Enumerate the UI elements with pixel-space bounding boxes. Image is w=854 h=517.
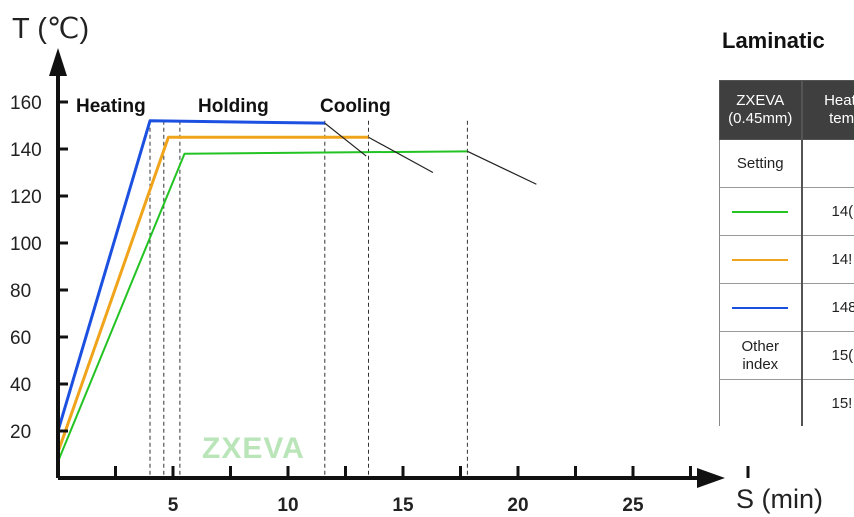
cooling-line	[324, 122, 367, 157]
x-tick-label: 15	[392, 495, 414, 516]
dashed-guide-lines	[149, 120, 468, 476]
tick-marks: 20 40 60 80 100 120 140 160 5 10 15 20 25	[10, 93, 750, 516]
phase-label-cooling: Cooling	[320, 96, 391, 117]
y-tick-label: 120	[10, 187, 42, 208]
y-tick-label: 80	[10, 281, 31, 302]
header-heating-temp: Heatin temp	[800, 80, 854, 140]
row-label: Setting	[719, 139, 802, 188]
row-label: Other index	[719, 331, 802, 380]
x-axis-title: S (min)	[736, 484, 823, 514]
legend-swatch-cell	[719, 283, 802, 332]
header-material: ZXEVA (0.45mm)	[719, 80, 802, 140]
x-tick-label: 20	[507, 495, 528, 516]
row-label	[719, 379, 802, 426]
heating-temp-value: 14!	[800, 235, 854, 284]
heating-temp-value: 15!	[800, 379, 854, 426]
legend-swatch	[732, 258, 789, 261]
x-tick-label: 5	[168, 495, 179, 516]
table-row: 14!	[719, 235, 854, 284]
table-title: Laminatic	[722, 28, 825, 53]
x-tick-label: 25	[622, 495, 644, 516]
cooling-line	[368, 136, 434, 174]
series-line	[56, 119, 325, 432]
table-header-row: ZXEVA (0.45mm) Heatin temp	[719, 80, 854, 140]
table-row: 14(	[719, 187, 854, 236]
heating-temp-value: 15(	[800, 331, 854, 380]
x-axis-arrowhead	[697, 468, 725, 488]
series-line	[56, 135, 369, 453]
table-body: Setting 14(14! 148 Other index 15(15!	[719, 139, 854, 426]
series-line	[57, 150, 468, 462]
y-tick-label: 100	[10, 234, 42, 255]
watermark: ZXEVA	[202, 432, 305, 465]
legend-swatch-cell	[719, 235, 802, 284]
y-tick-label: 40	[10, 375, 31, 396]
phase-label-heating: Heating	[76, 96, 146, 117]
table-row: Other index 15(	[719, 331, 854, 380]
y-tick-label: 60	[10, 328, 31, 349]
heating-temp-value: 14(	[800, 187, 854, 236]
table-row: 15!	[719, 379, 854, 426]
heating-temp-value: 148	[800, 283, 854, 332]
legend-swatch	[732, 306, 789, 309]
y-tick-label: 160	[10, 93, 42, 114]
axes	[49, 48, 725, 488]
series-lines	[56, 119, 537, 462]
phase-label-holding: Holding	[198, 96, 269, 117]
y-axis-arrowhead	[49, 48, 67, 76]
cooling-line	[467, 150, 537, 185]
x-tick-label: 10	[277, 495, 298, 516]
lamination-table: ZXEVA (0.45mm) Heatin temp Setting14(14!…	[719, 80, 854, 426]
table-row: 148	[719, 283, 854, 332]
y-tick-label: 20	[10, 422, 31, 443]
table-row: Setting	[719, 139, 854, 188]
y-tick-label: 140	[10, 140, 42, 161]
heating-temp-value	[800, 139, 854, 188]
y-axis-title: T (℃)	[12, 13, 89, 45]
parameter-table: ZXEVA (0.45mm) Heatin temp Setting14(14!…	[719, 80, 854, 426]
legend-swatch-cell	[719, 187, 802, 236]
legend-swatch	[732, 210, 789, 213]
